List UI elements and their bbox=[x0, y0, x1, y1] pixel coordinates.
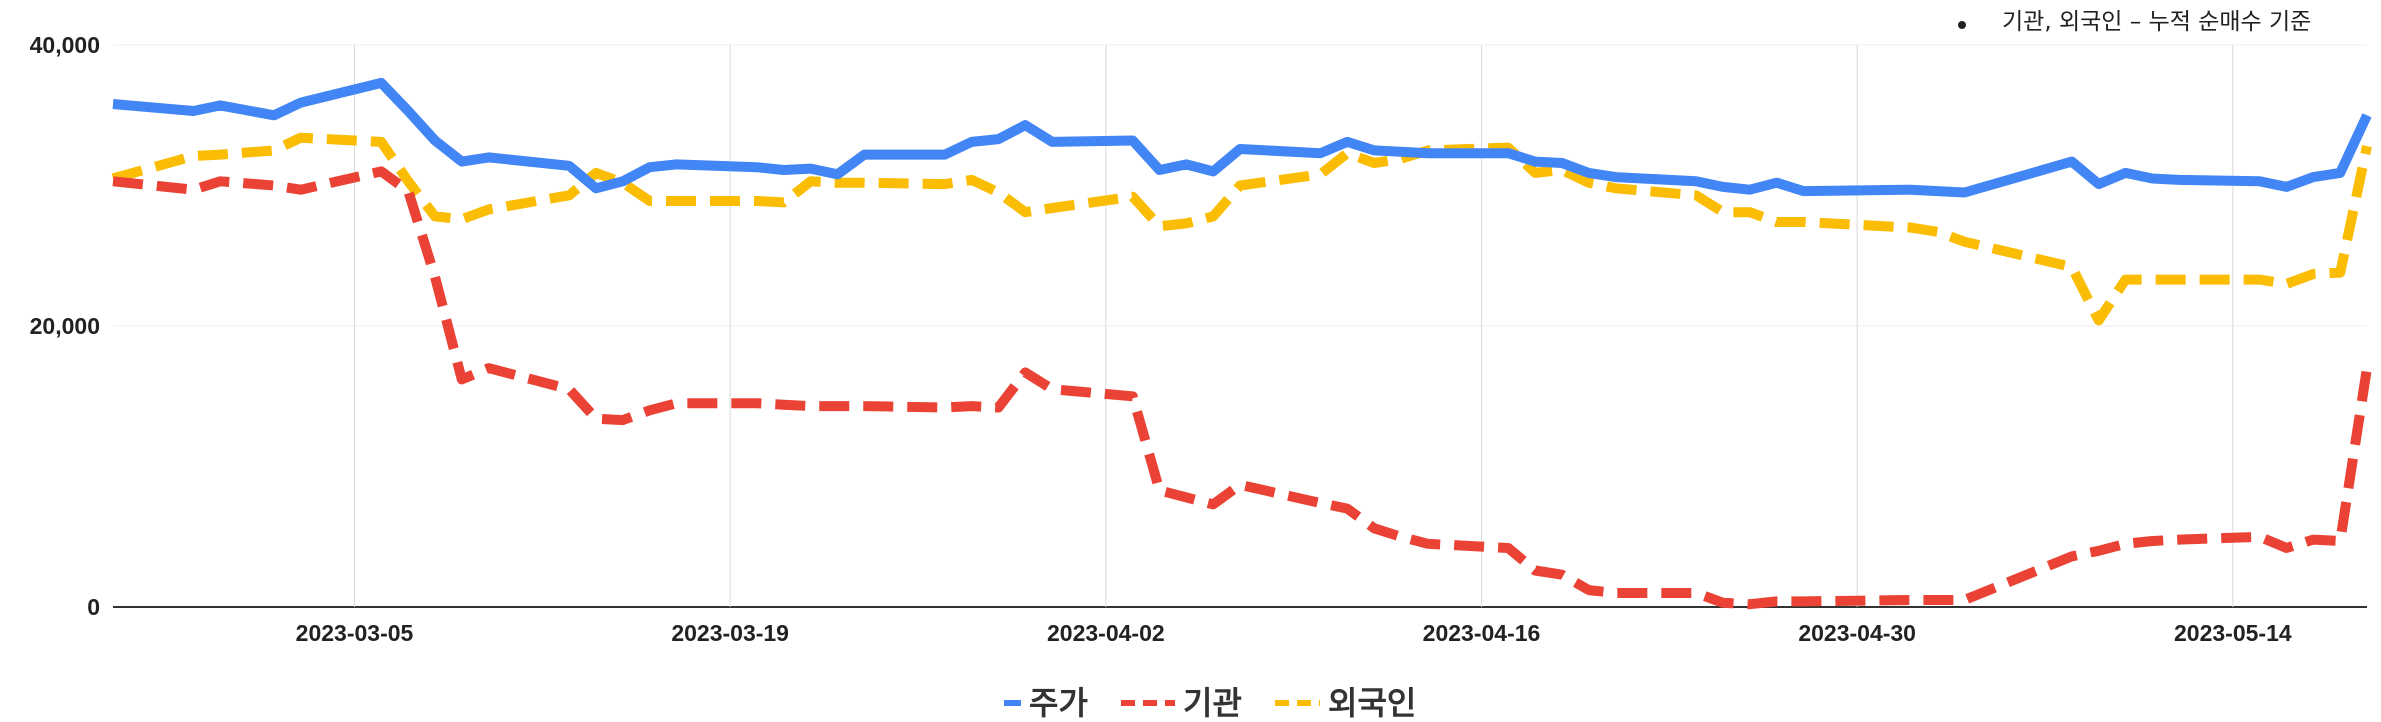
y-axis: 0 20,000 40,000 bbox=[30, 32, 100, 620]
series-line bbox=[112, 77, 2372, 198]
x-tick-label: 2023-04-02 bbox=[1047, 620, 1165, 646]
x-tick-label: 2023-04-16 bbox=[1423, 620, 1541, 646]
x-tick-label: 2023-03-19 bbox=[671, 620, 789, 646]
note-bullet bbox=[1958, 21, 1966, 29]
x-tick-label: 2023-03-05 bbox=[296, 620, 414, 646]
series-line bbox=[111, 132, 2372, 326]
legend-label: 주가 bbox=[1029, 684, 1088, 722]
legend-label: 외국인 bbox=[1328, 684, 1416, 722]
x-tick-label: 2023-05-14 bbox=[2174, 620, 2292, 646]
y-tick-label: 40,000 bbox=[30, 32, 100, 58]
legend-label: 기관 bbox=[1183, 684, 1242, 722]
series-lines bbox=[111, 77, 2372, 610]
x-axis: 2023-03-05 2023-03-19 2023-04-02 2023-04-16… bbox=[296, 620, 2292, 646]
y-tick-label: 0 bbox=[87, 594, 100, 620]
note: 기관, 외국인 – 누적 순매수 기준 bbox=[1958, 9, 2311, 35]
series-line bbox=[112, 166, 2372, 610]
note-text: 기관, 외국인 – 누적 순매수 기준 bbox=[2002, 9, 2311, 35]
y-tick-label: 20,000 bbox=[30, 313, 100, 339]
legend: 주가 기관 외국인 bbox=[1004, 684, 1416, 722]
x-tick-label: 2023-04-30 bbox=[1798, 620, 1916, 646]
